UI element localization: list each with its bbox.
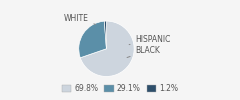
Text: BLACK: BLACK [127,46,160,58]
Wedge shape [80,21,134,76]
Wedge shape [79,21,106,58]
Legend: 69.8%, 29.1%, 1.2%: 69.8%, 29.1%, 1.2% [59,81,181,96]
Wedge shape [104,21,106,49]
Text: HISPANIC: HISPANIC [129,35,171,45]
Text: WHITE: WHITE [64,14,96,24]
